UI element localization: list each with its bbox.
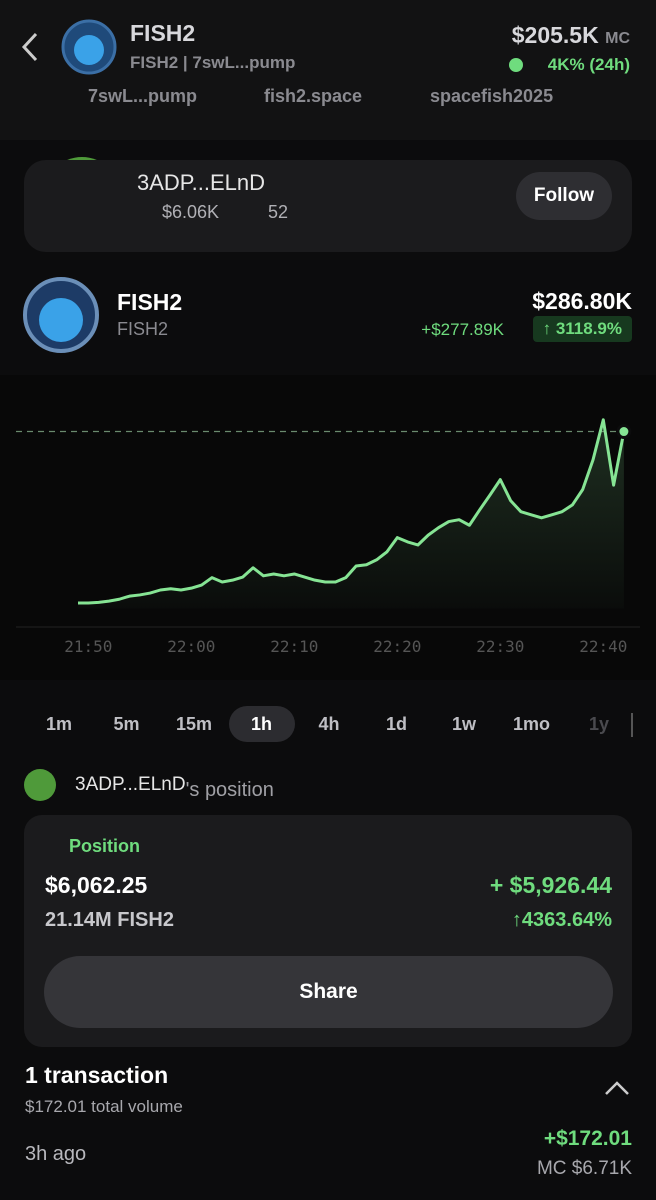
x-tick-label: 21:50 [64, 637, 112, 656]
token-change: +$277.89K [421, 320, 504, 339]
change-value: 4K% [547, 55, 585, 74]
position-owner: 3ADP...ELnD's position [75, 773, 274, 801]
x-tick-label: 22:30 [476, 637, 524, 656]
header-bg [0, 0, 656, 140]
x-tick-label: 22:40 [579, 637, 627, 656]
token-title: FISH2 [117, 289, 183, 315]
ticker: FISH2 [130, 53, 179, 72]
token-avatar-face [74, 35, 104, 65]
follow-button[interactable]: Follow [516, 172, 612, 220]
timeframe-button[interactable]: 1y [588, 714, 610, 734]
mc-label: MC [605, 30, 630, 47]
trader-name[interactable]: 3ADP...ELnD [137, 170, 266, 195]
timeframe-button[interactable]: 1w [451, 714, 476, 734]
trader-value: $6.06K [162, 202, 220, 222]
owner-name: 3ADP...ELnD [75, 774, 186, 795]
address[interactable]: 7swL...pump [192, 53, 296, 72]
token-ticker: FISH2 | 7swL...pump [130, 53, 296, 72]
owner-suffix: 's position [185, 779, 274, 801]
transaction-amount: +$172.01 [543, 1127, 632, 1150]
position-label: Position [69, 836, 140, 856]
share-button[interactable]: Share [44, 956, 613, 1028]
last-point [616, 424, 632, 440]
transactions-volume: $172.01 total volume [25, 1097, 183, 1116]
link[interactable]: spacefish2025 [430, 86, 554, 106]
token-change-pct: ↑ 3118.9% [532, 316, 632, 342]
area [78, 419, 624, 609]
token-logo-face [39, 298, 83, 342]
timeframe-button[interactable]: 4h [318, 714, 340, 734]
price-line [78, 418, 626, 605]
change: 4K% (24h) [548, 55, 630, 75]
timeframe-button[interactable]: 1h [228, 706, 295, 742]
collapse-icon[interactable] [605, 1081, 629, 1095]
position-pnl-pct: ↑4363.64% [511, 909, 612, 931]
owner-avatar [24, 769, 56, 801]
timeframe-button[interactable]: 15m [175, 714, 213, 734]
market-cap: $205.5K MC [512, 22, 630, 49]
transaction-mc: MC $6.71K [536, 1158, 632, 1179]
up-icon [509, 58, 523, 72]
timeframe-button[interactable]: 1d [385, 714, 407, 734]
mc-value: $205.5K [511, 22, 599, 48]
timeframe-button[interactable]: 1m [45, 714, 72, 734]
token-subtitle: FISH2 [117, 319, 169, 339]
timeframe-button[interactable]: 5m [113, 714, 140, 734]
link[interactable]: fish2.space [264, 86, 363, 106]
link[interactable]: 7swL...pump [88, 86, 198, 106]
token-name: FISH2 [130, 20, 196, 46]
price-chart: 21:50 22:00 22:10 22:20 22:30 22:40 [0, 375, 656, 680]
transaction-time[interactable]: 3h ago [25, 1143, 87, 1165]
change-period: (24h) [589, 55, 630, 74]
token-value: $286.80K [532, 288, 632, 314]
transactions-title: 1 transaction [25, 1062, 169, 1088]
x-tick-label: 22:00 [167, 637, 215, 656]
x-tick-label: 22:20 [373, 637, 421, 656]
x-tick-label: 22:10 [270, 637, 318, 656]
position-pnl: + $5,926.44 [489, 872, 612, 898]
back-icon[interactable] [21, 32, 38, 62]
position-value: $6,062.25 [45, 872, 148, 898]
trader-followers: 52 [268, 202, 289, 222]
timeframe-button[interactable]: 1mo [512, 714, 550, 734]
position-amount: 21.14M FISH2 [45, 909, 174, 931]
